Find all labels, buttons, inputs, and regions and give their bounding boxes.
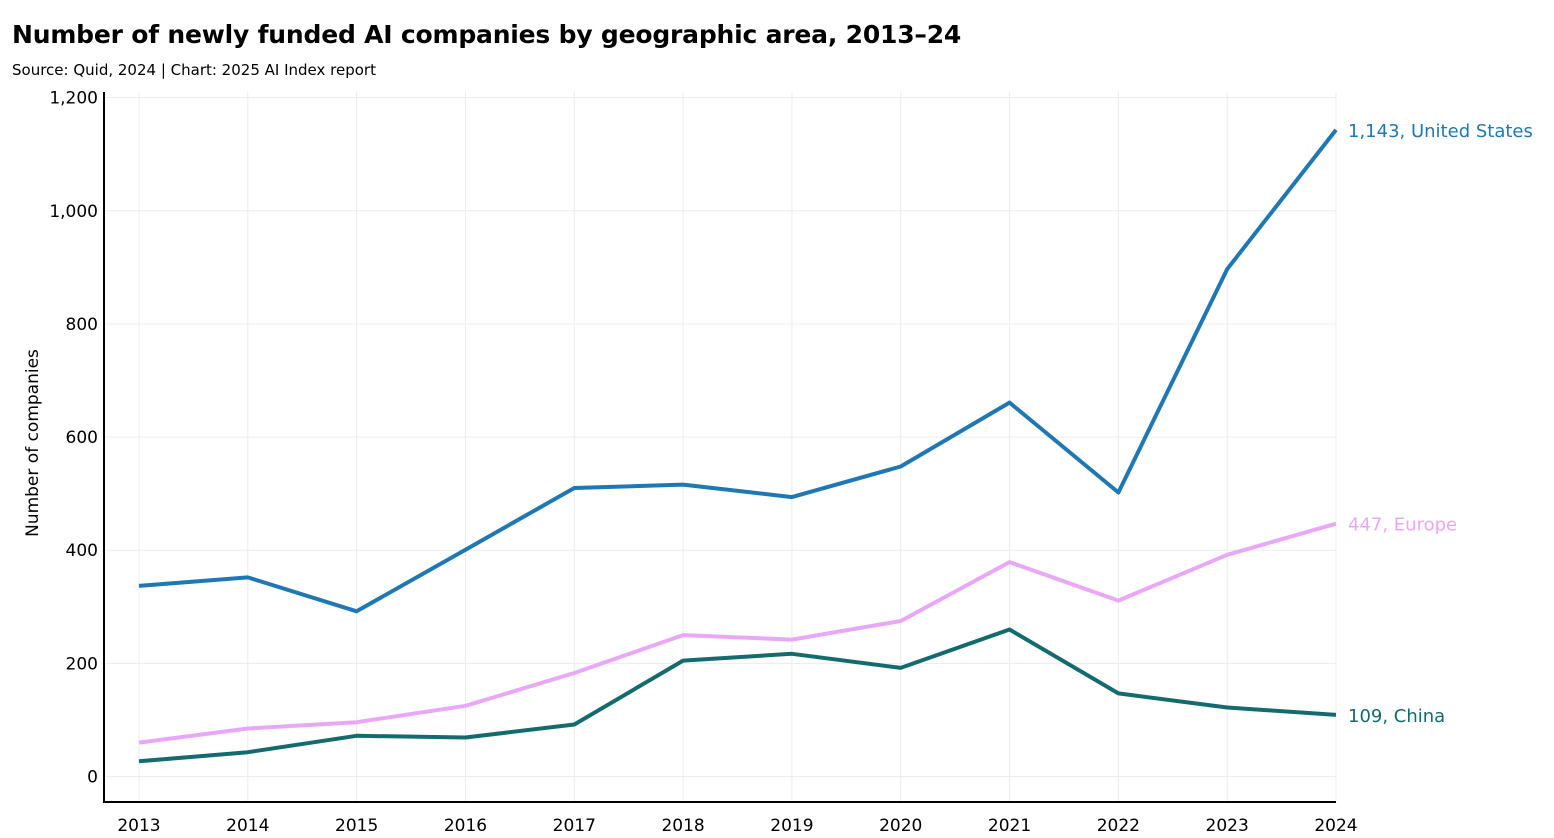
x-tick-label: 2022 (1097, 816, 1140, 836)
x-tick-label: 2021 (988, 816, 1031, 836)
series-lines (138, 128, 1338, 764)
x-tick-label: 2020 (879, 816, 922, 836)
y-tick-label: 400 (66, 541, 98, 561)
y-tick-label: 600 (66, 428, 98, 448)
y-axis-title: Number of companies (23, 349, 43, 537)
y-tick-labels: 0 200 400 600 800 1,000 1,200 (49, 89, 98, 788)
x-tick-label: 2019 (770, 816, 813, 836)
chart-title: Number of newly funded AI companies by g… (12, 20, 962, 49)
y-tick-label: 1,200 (49, 89, 98, 109)
x-tick-label: 2024 (1314, 816, 1357, 836)
series-line-united-states (138, 128, 1338, 614)
x-tick-label: 2015 (335, 816, 378, 836)
x-tick-labels: 2013 2014 2015 2016 2017 2018 2019 2020 2021 2022… (117, 816, 1357, 836)
x-tick-label: 2017 (553, 816, 596, 836)
grid (104, 92, 1337, 802)
x-tick-label: 2014 (226, 816, 269, 836)
series-end-label: 447, Europe (1348, 515, 1457, 536)
x-tick-label: 2023 (1206, 816, 1249, 836)
y-tick-label: 800 (66, 315, 98, 335)
y-tick-label: 0 (87, 768, 98, 788)
series-end-label: 109, China (1348, 706, 1445, 727)
x-tick-label: 2016 (444, 816, 487, 836)
chart-subtitle: Source: Quid, 2024 | Chart: 2025 AI Inde… (12, 61, 376, 79)
series-line-china (138, 627, 1337, 764)
series-end-labels: 1,143, United States 447, Europe 109, Chin… (1348, 121, 1533, 727)
y-tick-label: 1,000 (49, 202, 98, 222)
x-tick-label: 2013 (117, 816, 160, 836)
axes: Number of companies (23, 92, 1336, 803)
series-line-europe (138, 521, 1337, 745)
x-tick-label: 2018 (661, 816, 704, 836)
y-tick-label: 200 (66, 654, 98, 674)
series-end-label: 1,143, United States (1348, 121, 1533, 142)
